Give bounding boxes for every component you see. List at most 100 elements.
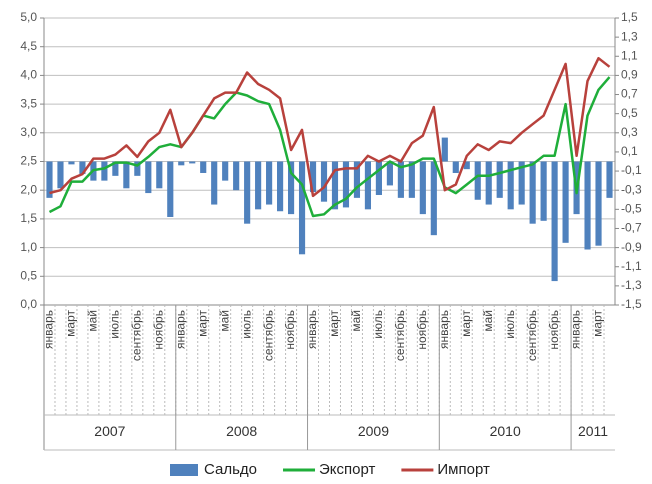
- x-tick-label: май: [481, 310, 495, 332]
- x-tick-label: январь: [569, 310, 583, 349]
- y2-tick-label: 1,3: [621, 29, 638, 43]
- y2-tick-label: -0,3: [621, 182, 642, 196]
- bar: [123, 161, 130, 189]
- x-tick-label: март: [195, 310, 209, 337]
- y2-tick-label: -0,1: [621, 163, 642, 177]
- x-tick-label: март: [591, 310, 605, 337]
- x-tick-label: ноябрь: [547, 310, 561, 350]
- x-tick-label: сентябрь: [525, 310, 539, 361]
- bar: [551, 161, 558, 282]
- y2-tick-label: 0,1: [621, 144, 638, 158]
- bar: [211, 161, 218, 205]
- bar: [529, 161, 536, 224]
- bar: [156, 161, 163, 189]
- x-tick-label: ноябрь: [283, 310, 297, 350]
- legend-label: Импорт: [437, 461, 490, 478]
- y-tick-label: 0,0: [20, 297, 37, 311]
- bar: [287, 161, 295, 215]
- bar: [189, 161, 196, 164]
- y2-tick-label: -1,1: [621, 259, 642, 273]
- bar: [419, 161, 426, 215]
- x-tick-label: январь: [42, 310, 56, 349]
- x-tick-label: май: [217, 310, 231, 332]
- bar: [167, 161, 174, 217]
- y2-tick-label: 0,9: [621, 68, 638, 82]
- bar: [57, 161, 64, 189]
- group-label: 2011: [578, 423, 608, 439]
- bar: [430, 161, 437, 236]
- line: [48, 76, 611, 218]
- x-tick-label: май: [349, 310, 363, 332]
- bar: [145, 161, 152, 194]
- bar: [353, 161, 361, 198]
- y2-tick-label: 1,1: [621, 48, 638, 62]
- x-tick-label: март: [327, 310, 341, 337]
- x-tick-label: ноябрь: [151, 310, 165, 350]
- bar: [266, 161, 273, 205]
- bar: [584, 161, 591, 250]
- bar: [68, 161, 75, 165]
- y2-tick-label: -1,3: [621, 278, 642, 292]
- bar: [200, 161, 207, 173]
- bar: [309, 161, 317, 193]
- bar: [397, 161, 404, 198]
- x-tick-label: июль: [108, 310, 122, 339]
- bar: [233, 161, 240, 191]
- bar: [375, 161, 382, 195]
- group-label: 2010: [490, 423, 521, 439]
- y2-tick-label: 1,5: [621, 10, 638, 24]
- x-tick-label: январь: [437, 310, 451, 349]
- x-tick-label: сентябрь: [261, 310, 275, 361]
- bar: [178, 161, 185, 166]
- x-tick-label: июль: [371, 310, 385, 339]
- x-tick-label: март: [459, 310, 473, 337]
- x-tick-label: июль: [239, 310, 253, 339]
- bar: [79, 161, 86, 174]
- y-tick-label: 3,0: [20, 125, 37, 139]
- y2-tick-label: -0,9: [621, 240, 642, 254]
- bar: [101, 161, 108, 181]
- bar: [222, 161, 229, 181]
- y-tick-label: 2,5: [20, 154, 37, 168]
- y-tick-label: 2,0: [20, 182, 37, 196]
- y2-tick-label: 0,3: [621, 125, 638, 139]
- line: [49, 56, 611, 198]
- x-tick-label: март: [64, 310, 78, 337]
- bar: [298, 161, 306, 255]
- y-tick-label: 3,5: [20, 96, 37, 110]
- group-label: 2009: [358, 423, 389, 439]
- bar: [342, 161, 350, 208]
- y2-tick-label: 0,5: [621, 106, 638, 120]
- group-label: 2008: [226, 423, 257, 439]
- y2-tick-label: -0,7: [621, 221, 642, 235]
- x-tick-label: сентябрь: [393, 310, 407, 361]
- bar: [255, 161, 262, 210]
- bar: [518, 161, 525, 205]
- bar: [496, 161, 503, 198]
- bar: [485, 161, 492, 205]
- y-tick-label: 4,5: [20, 39, 37, 53]
- bar: [595, 161, 602, 246]
- y2-tick-label: 0,7: [621, 87, 638, 101]
- group-label: 2007: [94, 423, 125, 439]
- bar: [507, 161, 514, 210]
- bar: [277, 161, 284, 212]
- y-tick-label: 4,0: [20, 68, 37, 82]
- bar: [540, 161, 547, 221]
- bar: [408, 161, 415, 198]
- bar: [452, 161, 459, 173]
- bar: [364, 161, 372, 210]
- y-tick-label: 5,0: [20, 10, 37, 24]
- y-tick-label: 0,5: [20, 268, 37, 282]
- y-tick-label: 1,5: [20, 211, 37, 225]
- bar: [463, 161, 470, 170]
- y2-tick-label: -0,5: [621, 202, 642, 216]
- bar: [386, 161, 393, 186]
- bar: [134, 161, 141, 176]
- x-tick-label: январь: [173, 310, 187, 349]
- x-tick-label: май: [86, 310, 100, 332]
- x-tick-label: сентябрь: [130, 310, 144, 361]
- x-tick-label: июль: [503, 310, 517, 339]
- bar: [112, 161, 119, 176]
- bar: [474, 161, 481, 200]
